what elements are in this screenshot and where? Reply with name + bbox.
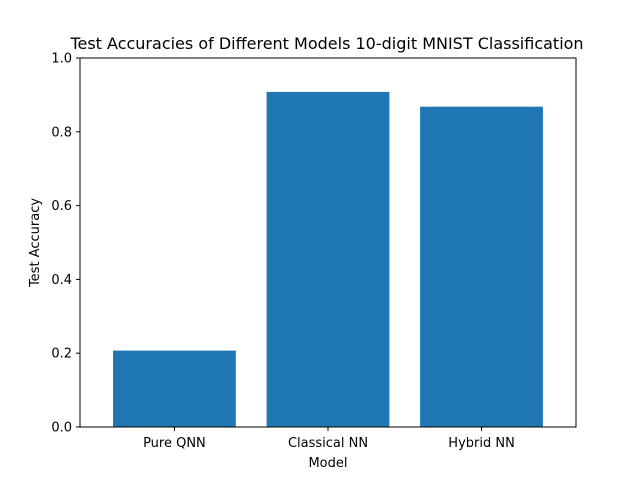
y-tick-label: 0.6 [51, 199, 72, 214]
x-axis-label: Model [308, 456, 347, 471]
chart-title: Test Accuracies of Different Models 10-d… [69, 34, 583, 53]
bars-group [113, 91, 543, 428]
x-tick-label: Pure QNN [143, 436, 206, 451]
bar-hybrid-nn [420, 106, 543, 427]
x-axis: Pure QNN Classical NN Hybrid NN [143, 427, 515, 451]
y-tick-label: 0.4 [51, 273, 72, 288]
y-tick-label: 0.2 [51, 347, 72, 362]
y-tick-label: 0.8 [51, 125, 72, 140]
x-tick-label: Classical NN [288, 436, 368, 451]
y-tick-label: 1.0 [51, 52, 72, 67]
y-axis-label: Test Accuracy [28, 198, 43, 288]
bar-classical-nn [266, 91, 390, 428]
bar-pure-qnn [113, 350, 236, 427]
x-tick-label: Hybrid NN [448, 436, 515, 451]
plot-frame [79, 57, 577, 428]
y-axis: 0.0 0.2 0.4 0.6 0.8 1.0 [51, 52, 80, 436]
y-tick-label: 0.0 [51, 421, 72, 436]
